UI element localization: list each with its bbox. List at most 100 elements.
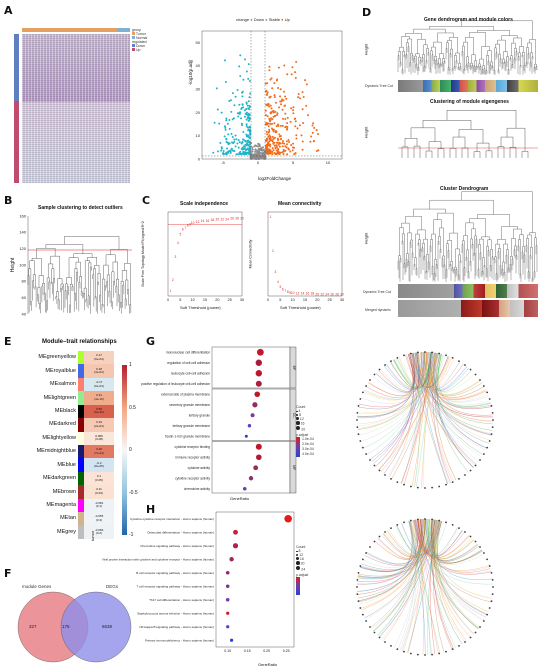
chord-node bbox=[390, 644, 392, 647]
chord-link bbox=[432, 352, 474, 469]
cluster-branch bbox=[431, 233, 436, 260]
sample-branch bbox=[36, 248, 56, 259]
correlation-pvalue: (0.1) bbox=[95, 504, 103, 509]
up-point bbox=[279, 88, 282, 91]
module-color-swatch bbox=[78, 351, 84, 365]
gene-branch bbox=[481, 46, 490, 60]
chord-link bbox=[429, 352, 492, 435]
cluster-branch bbox=[405, 258, 408, 273]
eigengene-branch bbox=[485, 150, 493, 158]
sample-branch bbox=[87, 257, 97, 266]
down-point bbox=[245, 123, 248, 126]
down-point bbox=[217, 150, 220, 153]
chord-link bbox=[357, 352, 432, 431]
sample-branch bbox=[92, 274, 95, 307]
chord-link bbox=[357, 351, 425, 429]
up-point bbox=[264, 82, 267, 85]
gene-branch bbox=[463, 41, 468, 57]
power-label: 26 bbox=[230, 217, 234, 221]
chord-node bbox=[356, 419, 358, 421]
chord-node bbox=[396, 481, 399, 484]
down-point bbox=[247, 151, 250, 154]
chord-node bbox=[416, 486, 419, 489]
up-point bbox=[266, 91, 269, 94]
chord-link bbox=[423, 352, 491, 407]
power-label: 18 bbox=[311, 292, 315, 296]
down-point bbox=[248, 126, 251, 129]
gene-branch bbox=[443, 60, 446, 72]
chord-link bbox=[357, 519, 434, 599]
up-point bbox=[280, 138, 283, 141]
eigengene-branch bbox=[476, 142, 490, 152]
gene-branch bbox=[433, 59, 436, 69]
chord-node bbox=[431, 351, 434, 354]
sample-branch bbox=[28, 268, 32, 302]
power-label: 14 bbox=[201, 219, 205, 223]
up-point bbox=[276, 112, 279, 115]
power-label: 10 bbox=[191, 221, 195, 225]
chord-node bbox=[373, 464, 376, 467]
stable-point bbox=[257, 152, 260, 155]
chord-node bbox=[474, 464, 477, 467]
down-point bbox=[248, 108, 251, 111]
down-point bbox=[234, 134, 237, 137]
go-padj-title: p.adjust bbox=[296, 432, 309, 437]
down-point bbox=[243, 109, 246, 112]
gene-branch bbox=[437, 32, 454, 43]
gene-branch bbox=[501, 35, 518, 41]
up-point bbox=[278, 133, 281, 136]
kegg-count-legend-item: 8 bbox=[296, 549, 326, 553]
kegg-term-dot bbox=[225, 570, 230, 575]
cluster-branch bbox=[406, 253, 409, 262]
correlation-value: 0.1 bbox=[96, 473, 102, 478]
eigengene-clustering bbox=[398, 110, 538, 158]
chord-node bbox=[490, 571, 493, 574]
go-padj-tick: 1.0e-04 bbox=[302, 436, 314, 441]
power-label: 5 bbox=[179, 233, 181, 237]
module-color-swatch bbox=[78, 404, 84, 419]
chord-link bbox=[414, 519, 486, 618]
up-point bbox=[265, 146, 268, 149]
down-point bbox=[224, 128, 227, 131]
go-term-dot bbox=[256, 348, 264, 356]
chord-node bbox=[482, 552, 485, 554]
sample-branch bbox=[124, 263, 131, 305]
panel-label-c: C bbox=[142, 194, 151, 207]
chord-link bbox=[371, 352, 435, 463]
up-point bbox=[290, 73, 293, 76]
down-point bbox=[220, 149, 223, 152]
chord-link bbox=[417, 519, 479, 630]
sample-branch bbox=[79, 276, 82, 292]
chord-node bbox=[361, 613, 364, 616]
chord-node bbox=[438, 519, 441, 522]
chord-node bbox=[424, 487, 426, 489]
sample-branch bbox=[88, 262, 92, 296]
gene-branch bbox=[518, 52, 521, 66]
down-point bbox=[246, 104, 249, 107]
sample-branch bbox=[116, 279, 119, 295]
chord-link bbox=[357, 353, 441, 417]
gene-branch bbox=[471, 54, 476, 64]
up-point bbox=[290, 107, 293, 110]
down-point bbox=[243, 139, 246, 142]
up-point bbox=[269, 135, 272, 138]
scale-xtick: 20 bbox=[215, 298, 219, 302]
chord-node bbox=[464, 641, 466, 643]
up-point bbox=[268, 65, 271, 68]
cluster-branch bbox=[455, 269, 458, 278]
chord-node bbox=[373, 373, 376, 376]
gene-branch bbox=[423, 65, 426, 72]
gene-branch bbox=[521, 54, 524, 75]
gene-branch bbox=[447, 67, 450, 75]
chord-link bbox=[360, 519, 419, 572]
chord-link bbox=[362, 520, 413, 569]
kegg-term-dot bbox=[226, 611, 230, 615]
sample-branch bbox=[42, 283, 45, 294]
sample-branch bbox=[70, 284, 73, 305]
cluster-dendro-title: Cluster Dendrogram bbox=[440, 186, 489, 192]
correlation-value: 0.19 bbox=[96, 420, 102, 425]
chord-node bbox=[431, 518, 434, 521]
down-point bbox=[234, 95, 237, 98]
go-count-legend-item: 12 bbox=[296, 417, 326, 421]
cluster-branch bbox=[529, 232, 536, 238]
